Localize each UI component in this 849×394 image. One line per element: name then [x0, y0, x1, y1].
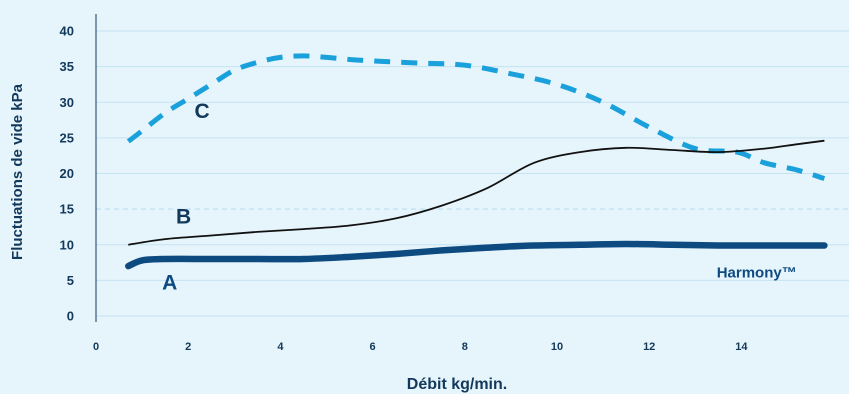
- y-tick-label: 40: [60, 24, 74, 39]
- series-b-line: [128, 139, 825, 246]
- x-tick-label: 2: [185, 341, 191, 353]
- series-a-line: [125, 240, 828, 270]
- y-tick-label: 35: [60, 59, 74, 74]
- label-c: C: [194, 100, 209, 123]
- y-tick-label: 30: [60, 95, 74, 110]
- label-harmony: Harmony™: [717, 265, 797, 282]
- y-tick-label: 5: [67, 273, 74, 288]
- x-tick-label: 10: [551, 341, 563, 353]
- y-tick-label: 0: [67, 309, 74, 324]
- grid: [96, 30, 849, 317]
- x-axis-title: Débit kg/min.: [407, 376, 507, 393]
- y-tick-label: 25: [60, 130, 74, 145]
- x-tick-label: 8: [462, 341, 468, 353]
- y-tick-label: 10: [60, 237, 74, 252]
- x-tick-label: 6: [370, 341, 376, 353]
- x-tick-label: 0: [93, 341, 99, 353]
- x-tick-label: 4: [277, 341, 284, 353]
- series-labels: C B A Harmony™: [162, 100, 797, 295]
- label-b: B: [176, 205, 191, 228]
- y-tick-label: 20: [60, 166, 74, 181]
- x-tick-labels: 0 2 4 6 8 10 12 14: [93, 341, 748, 353]
- series-c-line: [126, 53, 826, 181]
- y-axis-title: Fluctuations de vide kPa: [9, 83, 26, 260]
- x-tick-label: 12: [643, 341, 655, 353]
- y-tick-labels: 0 5 10 15 20 25 30 35 40: [60, 24, 74, 324]
- label-a: A: [162, 272, 177, 295]
- series-layer: [125, 53, 828, 270]
- x-tick-label: 14: [735, 341, 748, 353]
- y-tick-label: 15: [60, 202, 74, 217]
